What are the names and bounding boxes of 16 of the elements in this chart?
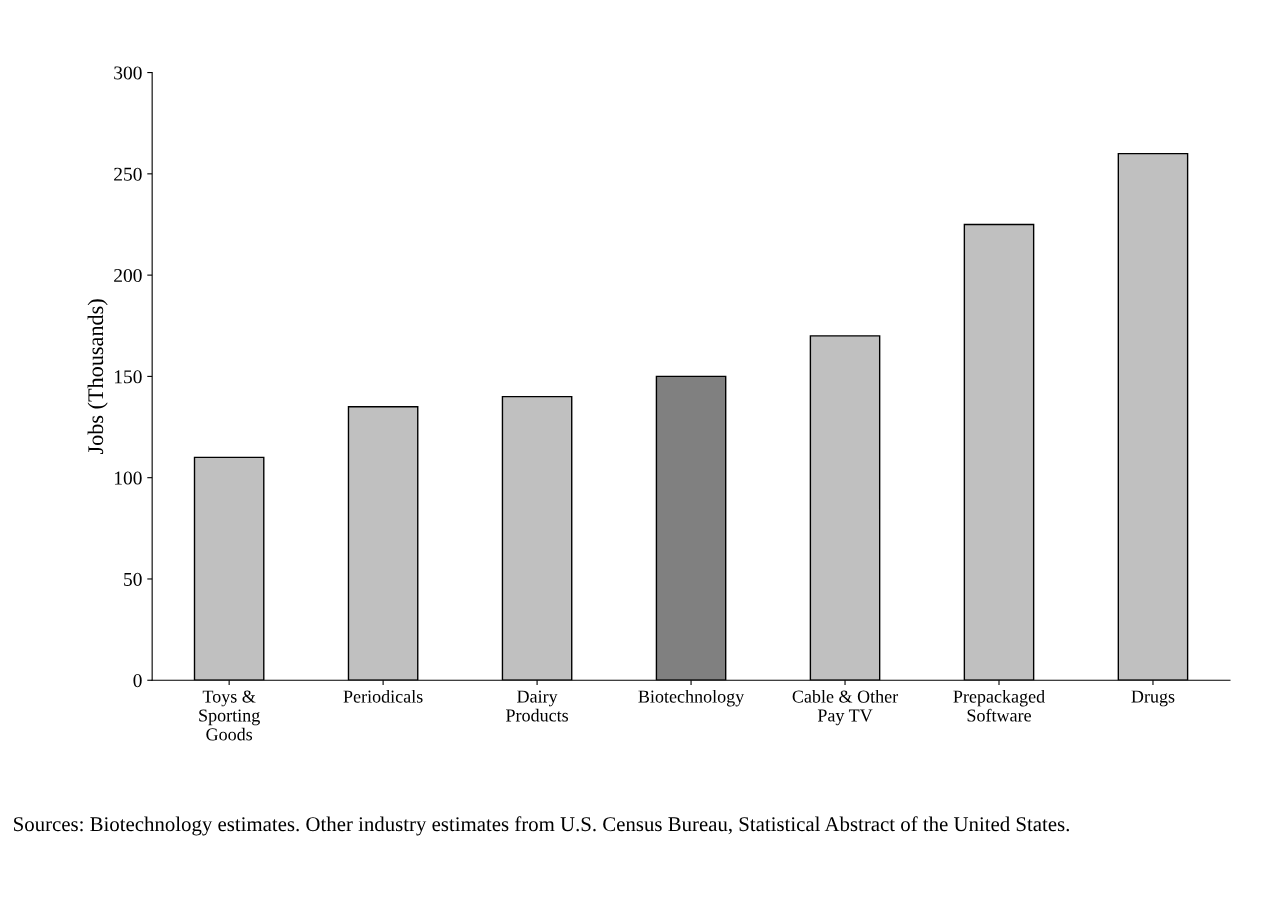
x-tick-label: Biotechnology xyxy=(638,689,745,707)
x-tick-label: Dairy Products xyxy=(506,690,569,722)
y-tick-label: 250 xyxy=(114,167,142,181)
x-tick-label: Toys & Sporting Goods xyxy=(199,690,260,741)
y-tick-label: 150 xyxy=(114,370,142,384)
x-tick-label: Drugs xyxy=(1131,690,1175,707)
y-tick-label: 0 xyxy=(133,674,142,688)
x-tick-label: Cable & Other Pay TV xyxy=(792,689,899,726)
y-tick-label: 200 xyxy=(114,268,142,283)
x-tick-label: Periodicals xyxy=(343,689,423,703)
x-tick-label: Prepackaged Software xyxy=(953,689,1045,722)
y-tick-label: 300 xyxy=(114,66,142,80)
source-note: Sources: Biotechnology estimates. Other industry estimates from U.S. Census Bureau, Statistical Abstract of the United States. xyxy=(14,816,1070,836)
y-axis-title: Jobs (Thousands) xyxy=(87,299,108,455)
y-tick-label: 50 xyxy=(124,572,142,586)
y-tick-label: 100 xyxy=(114,471,142,485)
